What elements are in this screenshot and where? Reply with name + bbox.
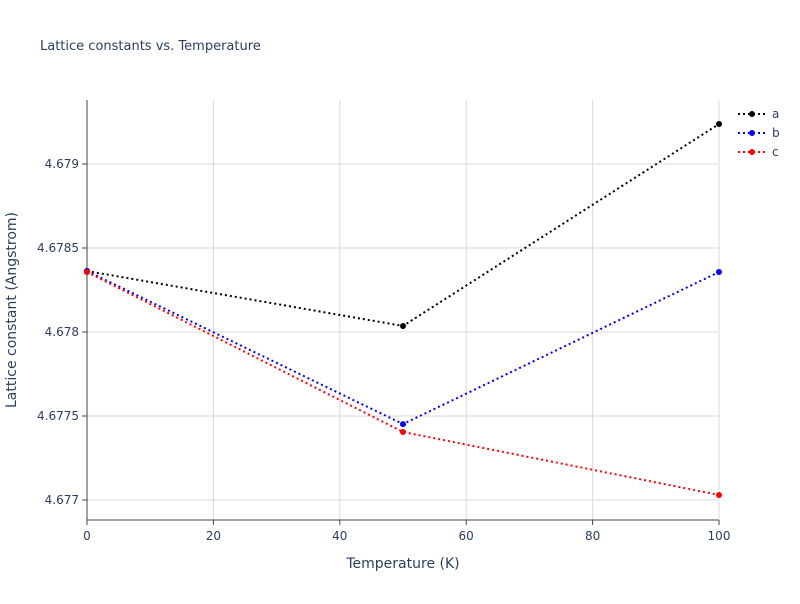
- x-tick-label: 20: [206, 529, 221, 543]
- legend-marker: [749, 111, 755, 117]
- x-axis-title: Temperature (K): [345, 556, 459, 572]
- y-tick-label: 4.6785: [37, 241, 79, 255]
- x-tick-label: 100: [708, 529, 731, 543]
- y-tick-label: 4.6775: [37, 409, 79, 423]
- y-tick-label: 4.679: [45, 157, 79, 171]
- data-point: [400, 428, 406, 435]
- data-point: [84, 269, 90, 276]
- x-tick-label: 80: [585, 529, 600, 543]
- y-axis-title: Lattice constant (Angstrom): [4, 212, 20, 408]
- data-point: [716, 121, 722, 128]
- x-tick-label: 60: [459, 529, 474, 543]
- x-tick-label: 40: [332, 529, 347, 543]
- legend-label: b: [772, 126, 780, 140]
- legend-marker: [749, 149, 755, 155]
- legend-marker: [749, 130, 755, 136]
- y-tick-label: 4.678: [45, 325, 79, 339]
- y-tick-label: 4.677: [45, 493, 79, 507]
- legend-label: c: [772, 145, 779, 159]
- data-point: [400, 421, 406, 428]
- x-tick-label: 0: [83, 529, 91, 543]
- chart-title: Lattice constants vs. Temperature: [40, 39, 261, 54]
- data-point: [716, 491, 722, 498]
- data-point: [716, 269, 722, 276]
- data-point: [400, 322, 406, 329]
- legend-label: a: [772, 107, 779, 121]
